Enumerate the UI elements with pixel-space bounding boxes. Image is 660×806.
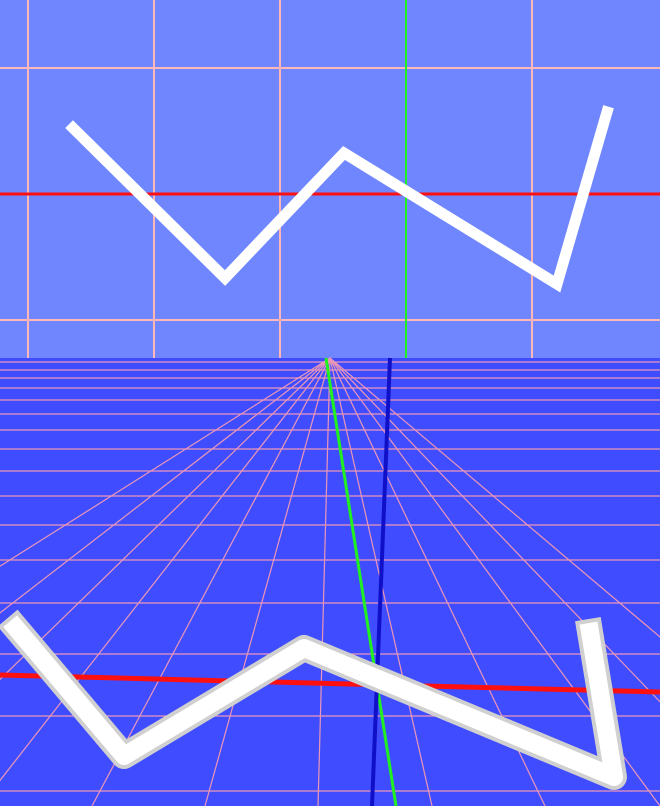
perspective-grid (0, 357, 660, 806)
floor-grid-line (317, 357, 331, 806)
floor-grid-line (204, 357, 331, 806)
floor-grid-line (0, 357, 331, 681)
floor-grid-line (329, 357, 660, 638)
tube-highlight-line (3, 615, 623, 786)
upper-view-background (0, 0, 660, 358)
z-axis-line (370, 357, 392, 806)
floor-grid-line (0, 357, 331, 567)
upper-grid (0, 0, 660, 358)
upper-view-panel[interactable] (0, 0, 660, 358)
tube-polyline[interactable] (0, 609, 627, 790)
floor-grid-line (329, 357, 660, 703)
white-polyline[interactable] (65, 105, 614, 293)
floor-grid-line (91, 357, 331, 806)
x-axis-line (0, 672, 660, 695)
floor-grid-line (0, 357, 331, 782)
floor-grid-line (0, 357, 331, 614)
y-axis-line (324, 357, 398, 806)
lower-view-panel[interactable] (0, 357, 660, 806)
